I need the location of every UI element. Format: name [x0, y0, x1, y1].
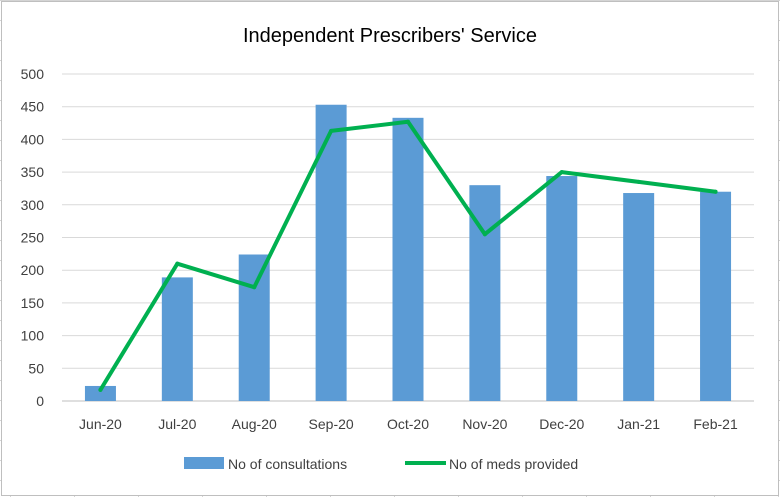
line-point[interactable]: [482, 232, 487, 237]
bar[interactable]: [623, 193, 655, 401]
x-axis-ticks: Jun-20 Jul-20 Aug-20 Sep-20 Oct-20 Nov-20 Dec-…: [79, 416, 738, 432]
x-tick-label: Oct-20: [387, 416, 429, 432]
y-tick-label: 100: [21, 328, 45, 344]
legend-swatch-consultations: [184, 457, 224, 469]
y-tick-label: 200: [21, 262, 45, 278]
y-tick-label: 500: [21, 66, 45, 82]
bar[interactable]: [546, 176, 578, 401]
line-point[interactable]: [175, 261, 180, 266]
bar[interactable]: [392, 117, 424, 402]
x-tick-label: Sep-20: [309, 416, 354, 432]
y-tick-label: 150: [21, 295, 45, 311]
bar[interactable]: [238, 254, 270, 401]
legend-label-meds: No of meds provided: [449, 456, 578, 472]
chart-title: Independent Prescribers' Service: [243, 25, 537, 47]
line-point[interactable]: [252, 285, 257, 290]
line-point[interactable]: [329, 128, 334, 133]
x-tick-label: Jan-21: [617, 416, 660, 432]
x-tick-label: Feb-21: [693, 416, 738, 432]
x-tick-label: Jul-20: [158, 416, 196, 432]
line-point[interactable]: [98, 387, 103, 392]
bar[interactable]: [700, 191, 732, 401]
y-tick-label: 300: [21, 197, 45, 213]
y-tick-label: 450: [21, 99, 45, 115]
legend: No of consultations No of meds provided: [184, 456, 578, 472]
y-tick-label: 400: [21, 131, 45, 147]
line-point[interactable]: [713, 189, 718, 194]
y-tick-label: 50: [28, 360, 44, 376]
y-tick-label: 250: [21, 230, 45, 246]
y-tick-label: 0: [36, 393, 44, 409]
legend-label-consultations: No of consultations: [228, 456, 347, 472]
line-point[interactable]: [406, 119, 410, 124]
x-tick-label: Aug-20: [232, 416, 277, 432]
x-tick-label: Nov-20: [462, 416, 507, 432]
bar-series[interactable]: [84, 104, 732, 402]
line-series[interactable]: [98, 119, 718, 392]
x-tick-label: Jun-20: [79, 416, 122, 432]
line-point[interactable]: [636, 179, 641, 184]
x-tick-label: Dec-20: [539, 416, 584, 432]
y-tick-label: 350: [21, 164, 45, 180]
line-point[interactable]: [559, 170, 564, 175]
y-axis-ticks: 0 50 100 150 200 250 300 350 400 450 500: [21, 66, 45, 409]
bar[interactable]: [84, 385, 116, 401]
bar[interactable]: [161, 277, 193, 401]
